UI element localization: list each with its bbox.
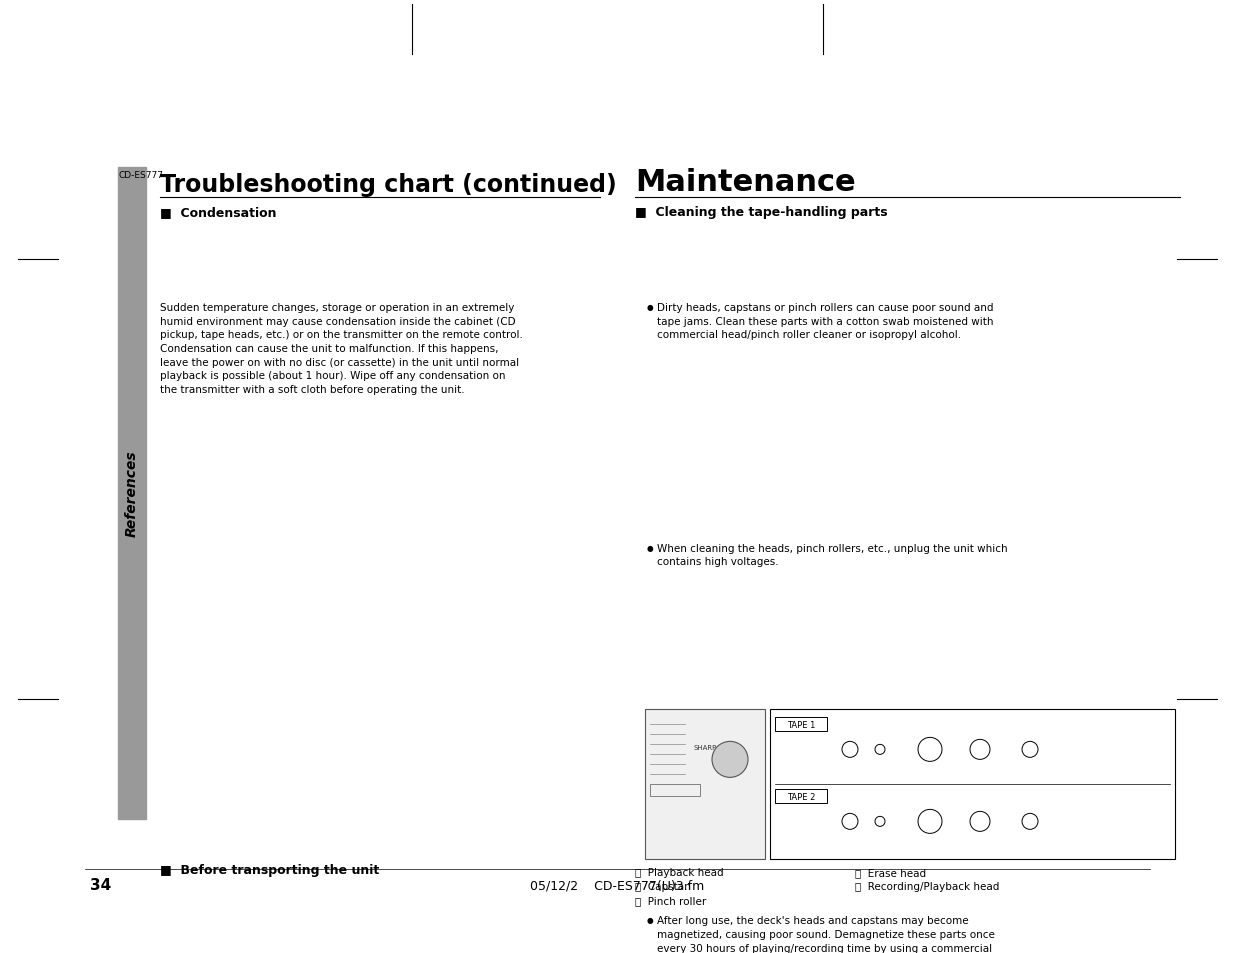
Bar bbox=[776, 789, 827, 803]
Text: CD-ES777: CD-ES777 bbox=[119, 171, 163, 180]
Bar bbox=[769, 710, 1174, 860]
Text: SHARP: SHARP bbox=[693, 744, 716, 750]
Text: ⓔ  Recording/Playback head: ⓔ Recording/Playback head bbox=[855, 882, 999, 891]
Text: Ⓒ  Pinch roller: Ⓒ Pinch roller bbox=[635, 896, 706, 905]
Text: 05/12/2    CD-ES777(U)3.fm: 05/12/2 CD-ES777(U)3.fm bbox=[530, 879, 704, 892]
Circle shape bbox=[713, 741, 748, 778]
Text: ●: ● bbox=[647, 543, 653, 553]
Text: Dirty heads, capstans or pinch rollers can cause poor sound and
tape jams. Clean: Dirty heads, capstans or pinch rollers c… bbox=[657, 303, 993, 340]
Text: Maintenance: Maintenance bbox=[635, 168, 856, 196]
Text: TAPE 1: TAPE 1 bbox=[787, 720, 815, 729]
Text: References: References bbox=[125, 450, 140, 537]
Text: ■  Cleaning the tape-handling parts: ■ Cleaning the tape-handling parts bbox=[635, 206, 888, 219]
Text: ■  Before transporting the unit: ■ Before transporting the unit bbox=[161, 863, 379, 876]
Text: ●: ● bbox=[647, 303, 653, 312]
Text: Ⓐ  Playback head: Ⓐ Playback head bbox=[635, 867, 724, 878]
Bar bbox=[650, 784, 700, 797]
Text: After long use, the deck's heads and capstans may become
magnetized, causing poo: After long use, the deck's heads and cap… bbox=[657, 916, 995, 953]
Text: 34: 34 bbox=[90, 877, 111, 892]
Bar bbox=[645, 710, 764, 860]
Text: Troubleshooting chart (continued): Troubleshooting chart (continued) bbox=[161, 172, 616, 196]
Text: Ⓑ  Capstan: Ⓑ Capstan bbox=[635, 882, 690, 891]
Text: ■  Condensation: ■ Condensation bbox=[161, 206, 277, 219]
Text: ●: ● bbox=[647, 916, 653, 924]
Text: When cleaning the heads, pinch rollers, etc., unplug the unit which
contains hig: When cleaning the heads, pinch rollers, … bbox=[657, 543, 1008, 567]
Text: ⓓ  Erase head: ⓓ Erase head bbox=[855, 867, 926, 878]
Bar bbox=[119, 168, 146, 820]
Text: TAPE 2: TAPE 2 bbox=[787, 792, 815, 801]
Bar bbox=[776, 718, 827, 732]
Text: Sudden temperature changes, storage or operation in an extremely
humid environme: Sudden temperature changes, storage or o… bbox=[161, 303, 522, 395]
